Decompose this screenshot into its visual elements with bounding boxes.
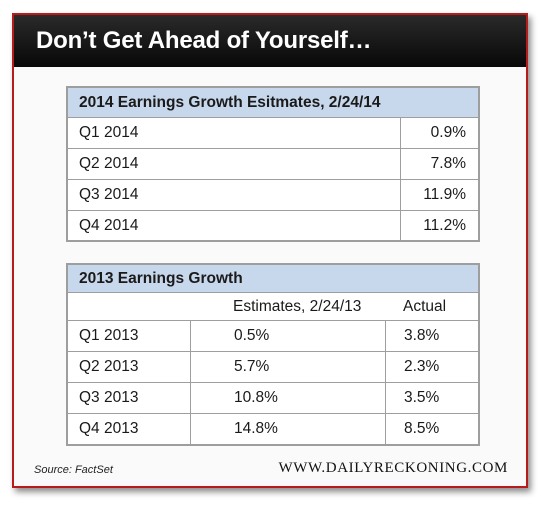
table-header-row: Estimates, 2/24/13 Actual bbox=[68, 293, 478, 321]
quarter-label: Q1 2013 bbox=[79, 327, 139, 344]
table-row: Q1 2013 0.5% 3.8% bbox=[68, 321, 478, 352]
table-2014-title: 2014 Earnings Growth Esitmates, 2/24/14 bbox=[68, 88, 478, 118]
actual-value: 3.8% bbox=[385, 321, 478, 351]
title-banner: Don’t Get Ahead of Yourself… bbox=[14, 15, 526, 67]
table-row: Q2 2013 5.7% 2.3% bbox=[68, 352, 478, 383]
column-header-actual: Actual bbox=[403, 297, 447, 315]
quarter-label: Q2 2014 bbox=[79, 155, 139, 172]
growth-value: 11.9% bbox=[400, 180, 478, 210]
chart-frame: Don’t Get Ahead of Yourself… 2014 Earnin… bbox=[12, 13, 528, 488]
estimate-value: 5.7% bbox=[190, 352, 385, 382]
quarter-label: Q3 2014 bbox=[79, 186, 139, 203]
source-note: Source: FactSet bbox=[34, 464, 113, 476]
quarter-label: Q4 2014 bbox=[79, 217, 139, 234]
estimate-value: 14.8% bbox=[190, 414, 385, 444]
actual-value: 3.5% bbox=[385, 383, 478, 413]
table-row: Q3 2013 10.8% 3.5% bbox=[68, 383, 478, 414]
estimate-value: 0.5% bbox=[190, 321, 385, 351]
column-header-estimates: Estimates, 2/24/13 bbox=[233, 297, 362, 315]
growth-value: 0.9% bbox=[400, 118, 478, 148]
quarter-label: Q3 2013 bbox=[79, 389, 139, 406]
table-row: Q1 2014 0.9% bbox=[68, 118, 478, 149]
table-2014: 2014 Earnings Growth Esitmates, 2/24/14 … bbox=[66, 86, 480, 242]
quarter-label: Q4 2013 bbox=[79, 420, 139, 437]
table-row: Q4 2013 14.8% 8.5% bbox=[68, 414, 478, 444]
site-credit: WWW.DAILYRECKONING.COM bbox=[278, 460, 508, 476]
table-row: Q3 2014 11.9% bbox=[68, 180, 478, 211]
actual-value: 2.3% bbox=[385, 352, 478, 382]
actual-value: 8.5% bbox=[385, 414, 478, 444]
table-2013: 2013 Earnings Growth Estimates, 2/24/13 … bbox=[66, 263, 480, 446]
table-row: Q4 2014 11.2% bbox=[68, 211, 478, 241]
quarter-label: Q2 2013 bbox=[79, 358, 139, 375]
table-row: Q2 2014 7.8% bbox=[68, 149, 478, 180]
estimate-value: 10.8% bbox=[190, 383, 385, 413]
quarter-label: Q1 2014 bbox=[79, 124, 139, 141]
page-title: Don’t Get Ahead of Yourself… bbox=[36, 27, 372, 54]
table-2013-title: 2013 Earnings Growth bbox=[68, 265, 478, 293]
growth-value: 7.8% bbox=[400, 149, 478, 179]
growth-value: 11.2% bbox=[400, 211, 478, 241]
